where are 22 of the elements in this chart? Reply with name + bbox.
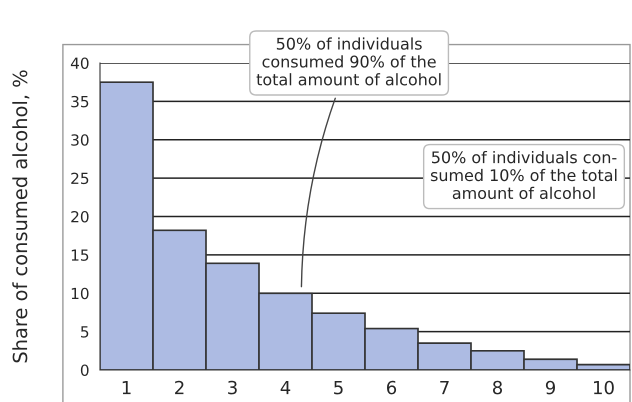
x-tick-label: 7 — [440, 380, 449, 394]
y-tick-label: 15 — [72, 250, 88, 261]
y-tick-label: 20 — [71, 210, 89, 223]
x-tick-label: 6 — [387, 380, 396, 394]
x-tick-label: 9 — [546, 380, 555, 394]
x-tick-label: 2 — [175, 380, 184, 394]
y-tick-label: 30 — [71, 134, 89, 146]
y-tick-label: 35 — [71, 96, 88, 108]
x-tick-label: 1 — [122, 380, 131, 394]
x-tick-label: 10 — [594, 380, 614, 394]
y-axis-title: Share of consumed alcohol, % — [12, 70, 30, 362]
y-tick-label: 0 — [80, 364, 89, 376]
annotation: 50% of individuals consumed 90% of the total amount of alcohol — [256, 37, 441, 86]
annotation: 50% of individuals con- sumed 10% of the total amount of alcohol — [430, 150, 616, 200]
y-tick-label: 10 — [72, 288, 89, 300]
x-tick-label: 4 — [280, 380, 290, 394]
y-tick-label: 25 — [71, 172, 88, 184]
y-tick-label: 5 — [81, 326, 88, 338]
x-tick-label: 3 — [228, 380, 237, 394]
x-tick-label: 8 — [492, 380, 502, 394]
y-tick-label: 40 — [70, 57, 89, 70]
x-tick-label: 5 — [334, 380, 343, 394]
